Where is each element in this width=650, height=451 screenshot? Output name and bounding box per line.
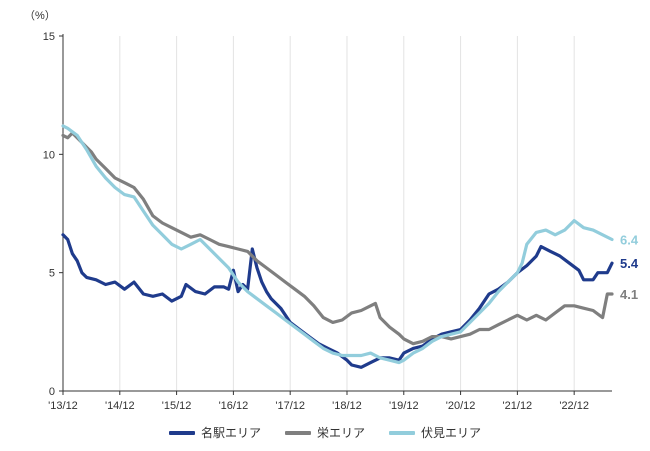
x-tick-label: '22/12 [559, 400, 589, 412]
legend-item-fushimi: 伏見エリア [389, 424, 481, 441]
series-lines [61, 124, 614, 369]
x-tick-label: '14/12 [105, 400, 135, 412]
x-tick-label: '17/12 [275, 400, 305, 412]
y-tick-label: 0 [49, 386, 55, 398]
y-tick-label: 10 [43, 149, 55, 161]
end-label-1: 4.1 [620, 287, 638, 302]
series-line-1 [61, 131, 614, 346]
x-tick-label: '16/12 [219, 400, 249, 412]
legend-label-meieki: 名駅エリア [200, 426, 261, 440]
x-tick-label: '15/12 [162, 400, 192, 412]
vertical-gridlines [62, 36, 575, 391]
x-tick-labels: '13/12 '14/12 '15/12 '16/12 '17/12 '18/12 '19/… [48, 400, 589, 412]
legend-label-fushimi: 伏見エリア [421, 426, 482, 440]
end-label-0: 5.4 [620, 256, 639, 271]
series-line-0 [61, 233, 614, 369]
legend-label-sakae: 栄エリア [316, 426, 365, 440]
y-tick-label: 15 [43, 31, 55, 43]
end-value-labels: 5.4 4.1 6.4 [620, 233, 639, 302]
axes [59, 34, 612, 395]
legend-swatch-sakae [284, 430, 311, 435]
series-line-2 [61, 124, 614, 365]
end-label-2: 6.4 [620, 233, 639, 248]
x-tick-label: '18/12 [332, 400, 362, 412]
legend-swatch-meieki [168, 430, 195, 435]
y-tick-label: 5 [49, 268, 55, 280]
y-unit-label: （%） [24, 9, 56, 22]
legend-swatch-fushimi [389, 430, 415, 435]
x-tick-label: '19/12 [389, 400, 419, 412]
legend-item-sakae: 栄エリア [284, 424, 365, 441]
x-tick-label: '21/12 [503, 400, 533, 412]
legend: 名駅エリア 栄エリア 伏見エリア [0, 424, 650, 441]
x-tick-label: '20/12 [446, 400, 476, 412]
legend-item-meieki: 名駅エリア [168, 424, 261, 441]
y-tick-labels: 0 5 10 15 [43, 31, 55, 398]
x-tick-label: '13/12 [48, 400, 78, 412]
